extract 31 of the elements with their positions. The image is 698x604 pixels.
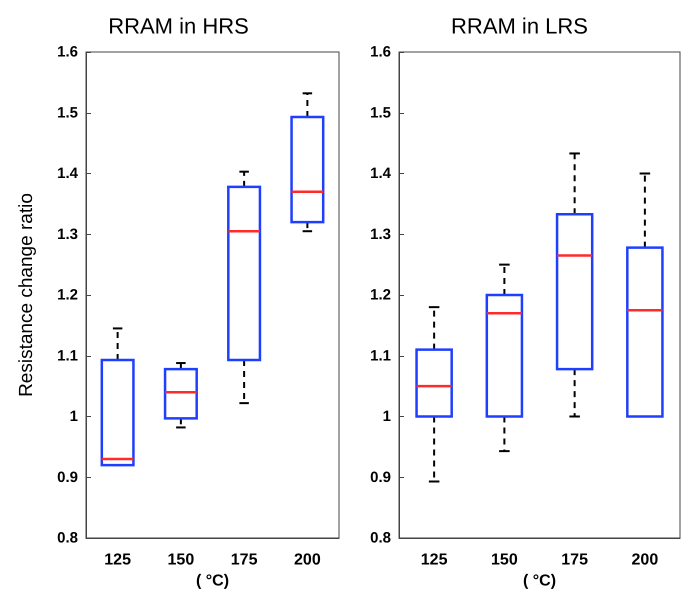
chart-title: RRAM in HRS <box>108 14 249 38</box>
y-tick-label: 0.8 <box>57 530 78 546</box>
x-tick-label: 200 <box>294 552 321 568</box>
x-tick-label: 175 <box>561 552 588 568</box>
y-tick-label: 1.5 <box>370 104 391 122</box>
y-tick-label: 1.1 <box>57 347 78 364</box>
x-tick-label: 200 <box>632 552 658 568</box>
chart-title: RRAM in LRS <box>451 14 588 38</box>
y-tick-label: 1.4 <box>57 165 79 182</box>
y-tick-label: 1 <box>382 408 391 425</box>
y-tick-label: 1.4 <box>370 165 392 182</box>
y-tick-label: 1.2 <box>57 286 78 304</box>
y-tick-label: 1.2 <box>370 286 391 304</box>
y-tick-label: 1 <box>70 408 78 425</box>
y-tick-label: 1.5 <box>57 104 78 122</box>
y-tick-label: 0.8 <box>370 530 391 546</box>
x-tick-label: 125 <box>104 552 132 568</box>
x-axis-title: ( °C) <box>522 572 556 590</box>
x-tick-label: 125 <box>420 552 448 568</box>
y-tick-label: 1.3 <box>57 226 78 243</box>
y-tick-label: 1.1 <box>370 347 391 364</box>
x-tick-label: 150 <box>491 552 518 568</box>
y-tick-label: 0.9 <box>57 468 78 486</box>
y-axis-title: Resistance change ratio <box>16 193 37 397</box>
y-tick-label: 1.6 <box>370 44 391 60</box>
x-tick-label: 175 <box>230 552 258 568</box>
y-tick-label: 1.3 <box>370 226 391 243</box>
y-tick-label: 1.6 <box>57 44 78 60</box>
x-axis-title: ( °C) <box>196 572 230 590</box>
y-tick-label: 0.9 <box>370 468 391 486</box>
x-tick-label: 150 <box>168 552 194 568</box>
